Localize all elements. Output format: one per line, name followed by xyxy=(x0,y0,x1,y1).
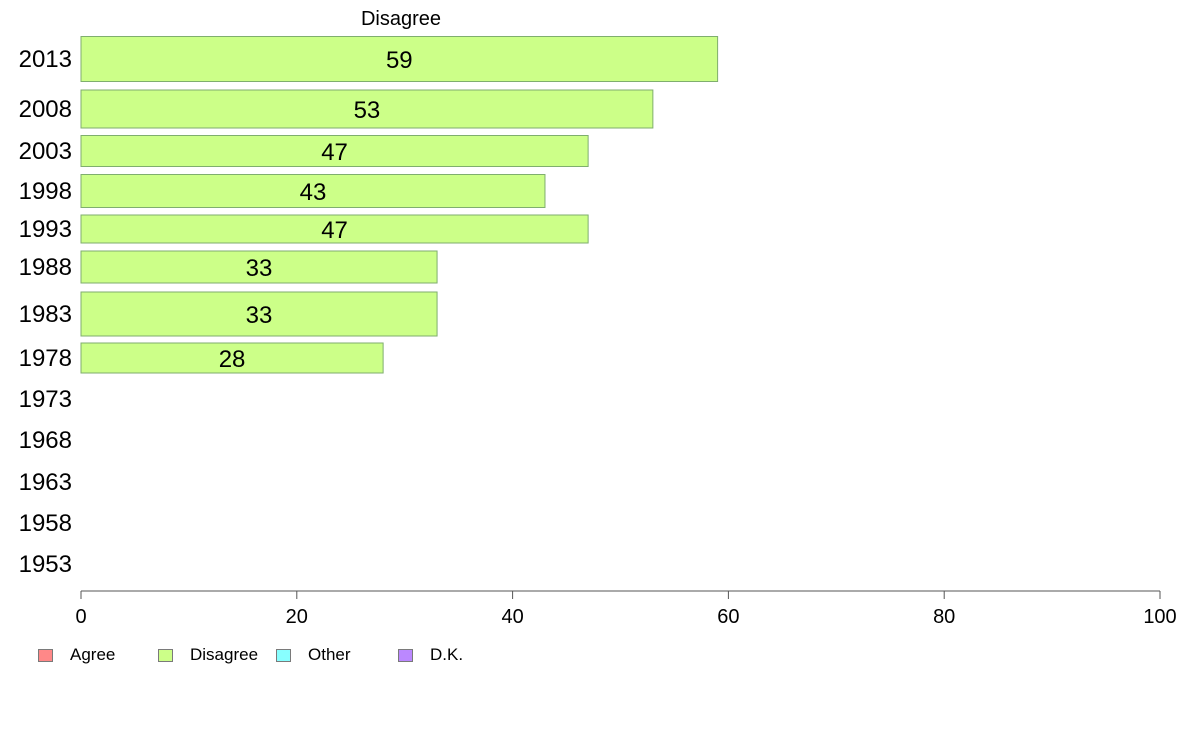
bar-2013 xyxy=(80,36,719,82)
x-tick-label-40: 40 xyxy=(501,606,523,628)
x-tick-label-100: 100 xyxy=(1143,606,1176,628)
y-tick-label-1978: 1978 xyxy=(19,345,72,372)
data-label-2013: 59 xyxy=(386,47,413,74)
bar-2008 xyxy=(80,89,654,129)
data-label-2008: 53 xyxy=(354,97,381,124)
y-tick-label-1988: 1988 xyxy=(19,254,72,281)
legend: Agree Disagree Other D.K. xyxy=(38,645,463,665)
legend-item-other: Other xyxy=(276,645,398,665)
bar-1993 xyxy=(80,214,589,244)
x-tick-label-80: 80 xyxy=(933,606,955,628)
legend-swatch-dk xyxy=(398,648,413,662)
legend-item-agree: Agree xyxy=(38,645,158,665)
chart-title: Disagree xyxy=(361,8,441,30)
legend-label-other: Other xyxy=(308,645,351,664)
legend-swatch-other xyxy=(276,648,291,662)
bar-2003 xyxy=(80,135,589,167)
legend-label-disagree: Disagree xyxy=(190,645,259,664)
legend-label-agree: Agree xyxy=(70,645,116,664)
y-tick-label-1973: 1973 xyxy=(19,386,72,413)
legend-item-disagree: Disagree xyxy=(158,645,276,665)
data-label-1998: 43 xyxy=(300,179,327,206)
y-tick-label-1968: 1968 xyxy=(19,427,72,454)
y-tick-label-2003: 2003 xyxy=(19,138,72,165)
y-tick-label-1993: 1993 xyxy=(19,216,72,243)
x-tick-label-0: 0 xyxy=(75,606,86,628)
legend-item-dk: D.K. xyxy=(398,645,463,665)
data-label-1993: 47 xyxy=(321,217,348,244)
y-tick-label-1963: 1963 xyxy=(19,469,72,496)
y-tick-label-1998: 1998 xyxy=(19,178,72,205)
legend-swatch-disagree xyxy=(158,648,173,662)
x-tick-label-20: 20 xyxy=(286,606,308,628)
bar-1998 xyxy=(80,174,546,208)
x-tick-label-60: 60 xyxy=(717,606,739,628)
bar-1988 xyxy=(80,250,438,284)
y-tick-label-1953: 1953 xyxy=(19,551,72,578)
legend-label-dk: D.K. xyxy=(430,645,464,664)
legend-swatch-agree xyxy=(38,648,53,662)
data-label-1978: 28 xyxy=(219,346,246,373)
bar-1983 xyxy=(80,291,438,337)
bar-group: 2013 59 2008 53 2003 47 1998 43 1993 47 1988 33 1983… xyxy=(19,36,719,578)
data-label-1988: 33 xyxy=(246,255,273,282)
data-label-2003: 47 xyxy=(321,139,348,166)
y-tick-label-1958: 1958 xyxy=(19,510,72,537)
y-tick-label-1983: 1983 xyxy=(19,301,72,328)
y-tick-label-2013: 2013 xyxy=(19,46,72,73)
data-label-1983: 33 xyxy=(246,302,273,329)
x-axis: 0 20 40 60 80 100 xyxy=(75,590,1177,628)
y-tick-label-2008: 2008 xyxy=(19,96,72,123)
bar-1978 xyxy=(80,342,384,374)
